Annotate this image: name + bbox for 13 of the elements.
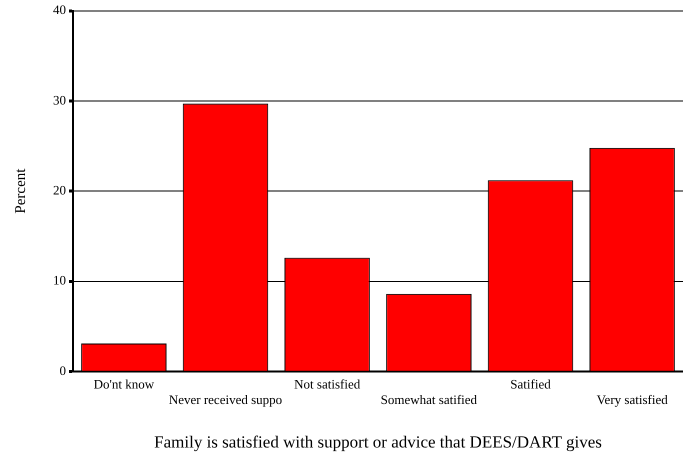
x-axis-title: Family is satisfied with support or advice that DEES/DART gives xyxy=(154,432,602,452)
y-tick-label: 0 xyxy=(60,362,66,378)
x-tick-label: Not satisfied xyxy=(294,376,361,392)
y-tick-label: 30 xyxy=(53,92,66,108)
x-tick-label: Satified xyxy=(510,376,552,392)
y-tick-label: 10 xyxy=(53,272,66,288)
x-tick-label: Very satisfied xyxy=(596,392,668,408)
y-tick-label: 40 xyxy=(53,2,66,18)
x-tick-label: Do'nt know xyxy=(94,376,155,392)
y-tick-label: 20 xyxy=(53,182,66,198)
x-tick-label: Somewhat satified xyxy=(380,392,478,408)
y-axis-title: Percent xyxy=(12,168,29,214)
x-tick-label: Never received suppo xyxy=(168,392,282,408)
